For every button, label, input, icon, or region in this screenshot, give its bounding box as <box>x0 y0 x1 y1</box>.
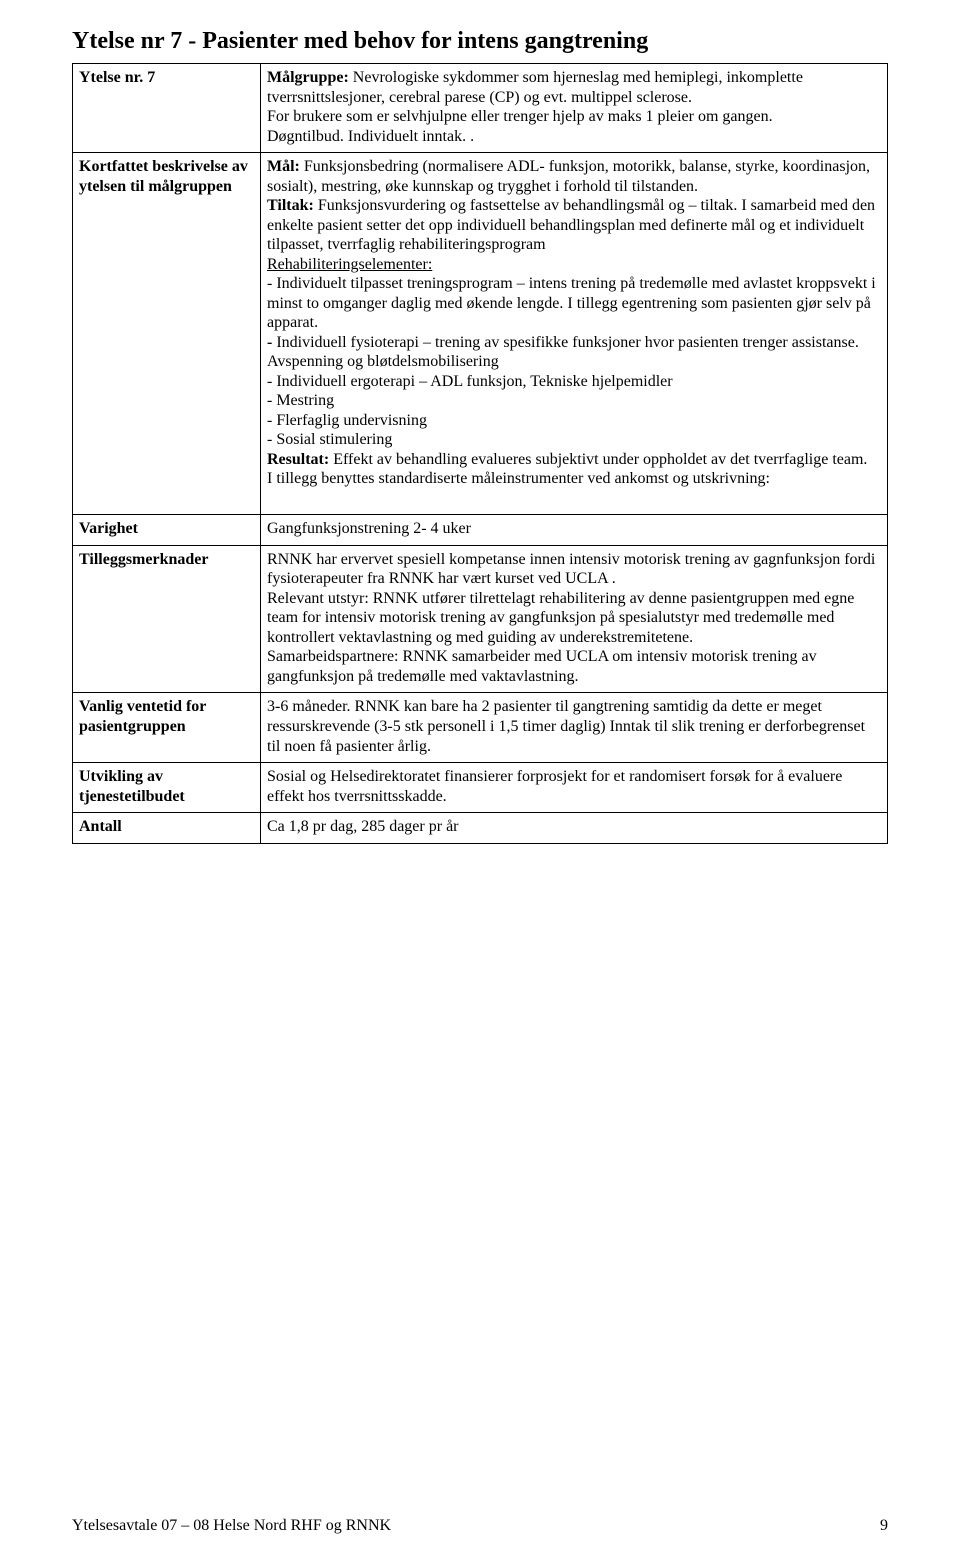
lead-label: Målgruppe: <box>267 69 349 86</box>
row-body: Målgruppe: Nevrologiske sykdommer som hj… <box>261 64 888 153</box>
row-label: Antall <box>73 813 261 844</box>
row-body: RNNK har ervervet spesiell kompetanse in… <box>261 545 888 693</box>
row-label: Varighet <box>73 515 261 546</box>
paragraph: Samarbeidspartnere: RNNK samarbeider med… <box>267 647 881 686</box>
paragraph: Mål: Funksjonsbedring (normalisere ADL- … <box>267 157 881 196</box>
table-row: Antall Ca 1,8 pr dag, 285 dager pr år <box>73 813 888 844</box>
underline-text: Rehabiliteringselementer: <box>267 256 432 273</box>
paragraph: I tillegg benyttes standardiserte målein… <box>267 469 881 489</box>
page: Ytelse nr 7 - Pasienter med behov for in… <box>0 0 960 1559</box>
table-row: Utvikling av tjenestetilbudet Sosial og … <box>73 763 888 813</box>
row-label: Kortfattet beskrivelse av ytelsen til må… <box>73 153 261 515</box>
paragraph: Tiltak: Funksjonsvurdering og fastsettel… <box>267 196 881 255</box>
row-body: 3-6 måneder. RNNK kan bare ha 2 pasiente… <box>261 693 888 763</box>
row-body: Gangfunksjonstrening 2- 4 uker <box>261 515 888 546</box>
paragraph <box>267 489 881 509</box>
paragraph: Resultat: Effekt av behandling evalueres… <box>267 450 881 470</box>
paragraph: - Sosial stimulering <box>267 430 881 450</box>
text: Individuell fysioterapi – trening av spe… <box>267 334 859 371</box>
table-row: Vanlig ventetid for pasientgruppen 3-6 m… <box>73 693 888 763</box>
row-body: Mål: Funksjonsbedring (normalisere ADL- … <box>261 153 888 515</box>
paragraph: - Mestring <box>267 391 881 411</box>
table-row: Ytelse nr. 7 Målgruppe: Nevrologiske syk… <box>73 64 888 153</box>
bullet-dash: - <box>267 334 276 351</box>
content-table: Ytelse nr. 7 Målgruppe: Nevrologiske syk… <box>72 63 888 844</box>
table-row: Kortfattet beskrivelse av ytelsen til må… <box>73 153 888 515</box>
row-label: Vanlig ventetid for pasientgruppen <box>73 693 261 763</box>
paragraph: - Individuell ergoterapi – ADL funksjon,… <box>267 372 881 392</box>
table-row: Varighet Gangfunksjonstrening 2- 4 uker <box>73 515 888 546</box>
paragraph: Døgntilbud. Individuelt inntak. . <box>267 127 881 147</box>
footer-left: Ytelsesavtale 07 – 08 Helse Nord RHF og … <box>72 1517 391 1535</box>
table-row: Tilleggsmerknader RNNK har ervervet spes… <box>73 545 888 693</box>
footer-page-number: 9 <box>880 1517 888 1535</box>
paragraph: Målgruppe: Nevrologiske sykdommer som hj… <box>267 68 881 107</box>
row-label: Ytelse nr. 7 <box>73 64 261 153</box>
paragraph: - Flerfaglig undervisning <box>267 411 881 431</box>
paragraph: - Individuelt tilpasset treningsprogram … <box>267 274 881 333</box>
text: Effekt av behandling evalueres subjektiv… <box>329 451 867 468</box>
text: Funksjonsbedring (normalisere ADL- funks… <box>267 158 870 195</box>
row-label: Tilleggsmerknader <box>73 545 261 693</box>
page-footer: Ytelsesavtale 07 – 08 Helse Nord RHF og … <box>72 1517 888 1535</box>
lead-label: Mål: <box>267 158 300 175</box>
paragraph: Relevant utstyr: RNNK utfører tilrettela… <box>267 589 881 648</box>
text: Funksjonsvurdering og fastsettelse av be… <box>267 197 875 253</box>
paragraph: RNNK har ervervet spesiell kompetanse in… <box>267 550 881 589</box>
page-title: Ytelse nr 7 - Pasienter med behov for in… <box>72 28 888 55</box>
paragraph: - Individuell fysioterapi – trening av s… <box>267 333 881 372</box>
row-label: Utvikling av tjenestetilbudet <box>73 763 261 813</box>
lead-label: Resultat: <box>267 451 329 468</box>
lead-label: Tiltak: <box>267 197 314 214</box>
row-body: Sosial og Helsedirektoratet finansierer … <box>261 763 888 813</box>
paragraph: For brukere som er selvhjulpne eller tre… <box>267 107 881 127</box>
paragraph: Rehabiliteringselementer: <box>267 255 881 275</box>
row-body: Ca 1,8 pr dag, 285 dager pr år <box>261 813 888 844</box>
